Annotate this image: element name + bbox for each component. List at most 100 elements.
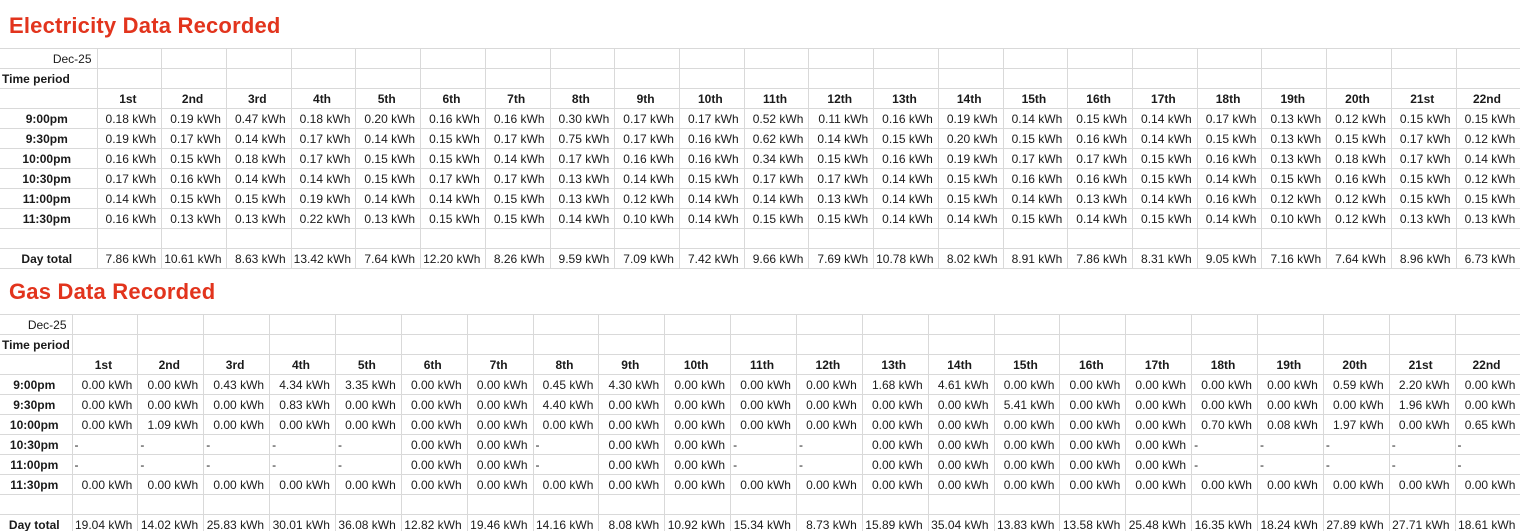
value-cell[interactable]: 0.14 kWh: [1456, 148, 1520, 169]
value-cell[interactable]: 0.13 kWh: [1067, 188, 1133, 209]
value-cell[interactable]: 0.00 kWh: [467, 374, 534, 395]
empty-cell[interactable]: [598, 494, 666, 515]
value-cell[interactable]: 0.14 kWh: [420, 188, 486, 209]
empty-cell[interactable]: [401, 334, 468, 355]
value-cell[interactable]: 0.14 kWh: [873, 208, 939, 229]
day-header-cell[interactable]: 20th: [1326, 88, 1392, 109]
value-cell[interactable]: 0.17 kWh: [1391, 128, 1457, 149]
empty-cell[interactable]: [994, 334, 1061, 355]
value-cell[interactable]: 0.00 kWh: [928, 474, 995, 495]
value-cell[interactable]: 1.97 kWh: [1323, 414, 1390, 435]
empty-cell[interactable]: [873, 228, 939, 249]
value-cell[interactable]: 0.00 kWh: [1059, 454, 1127, 475]
empty-cell[interactable]: [1191, 334, 1258, 355]
empty-cell[interactable]: [291, 68, 357, 89]
day-total-cell[interactable]: 8.73 kWh: [796, 514, 863, 531]
empty-cell[interactable]: [1059, 494, 1127, 515]
day-header-cell[interactable]: 12th: [796, 354, 863, 375]
value-cell[interactable]: 0.00 kWh: [664, 454, 732, 475]
day-header-cell[interactable]: 5th: [335, 354, 402, 375]
empty-cell[interactable]: [1067, 228, 1133, 249]
value-cell[interactable]: 0.00 kWh: [1257, 474, 1324, 495]
day-total-cell[interactable]: 8.31 kWh: [1132, 248, 1198, 269]
empty-cell[interactable]: [269, 334, 336, 355]
value-cell[interactable]: 0.16 kWh: [161, 168, 227, 189]
value-cell[interactable]: 0.15 kWh: [808, 148, 875, 169]
day-total-cell[interactable]: 27.71 kWh: [1389, 514, 1456, 531]
value-cell[interactable]: 0.16 kWh: [1067, 168, 1133, 189]
value-cell[interactable]: -: [335, 454, 402, 475]
empty-cell[interactable]: [808, 228, 875, 249]
empty-cell[interactable]: [1326, 48, 1392, 69]
empty-cell[interactable]: [226, 228, 292, 249]
day-header-cell[interactable]: 15th: [994, 354, 1061, 375]
day-total-cell[interactable]: 10.92 kWh: [664, 514, 732, 531]
value-cell[interactable]: 0.14 kWh: [1197, 208, 1263, 229]
value-cell[interactable]: 0.00 kWh: [928, 454, 995, 475]
day-total-cell[interactable]: 8.63 kWh: [226, 248, 292, 269]
day-total-cell[interactable]: 36.08 kWh: [335, 514, 402, 531]
day-total-cell[interactable]: 25.83 kWh: [203, 514, 271, 531]
value-cell[interactable]: 0.14 kWh: [873, 188, 939, 209]
value-cell[interactable]: 0.13 kWh: [1456, 208, 1520, 229]
time-cell[interactable]: 11:30pm: [0, 474, 73, 495]
value-cell[interactable]: 0.00 kWh: [137, 374, 205, 395]
value-cell[interactable]: -: [796, 434, 863, 455]
value-cell[interactable]: 0.00 kWh: [1059, 474, 1127, 495]
value-cell[interactable]: 0.15 kWh: [1003, 128, 1069, 149]
day-total-cell[interactable]: 7.64 kWh: [355, 248, 422, 269]
day-header-cell[interactable]: 14th: [938, 88, 1004, 109]
day-header-cell[interactable]: 13th: [862, 354, 929, 375]
value-cell[interactable]: 0.15 kWh: [355, 148, 422, 169]
value-cell[interactable]: -: [1191, 434, 1258, 455]
value-cell[interactable]: 0.00 kWh: [335, 394, 402, 415]
value-cell[interactable]: 0.10 kWh: [614, 208, 680, 229]
empty-cell[interactable]: [0, 354, 73, 375]
value-cell[interactable]: 0.14 kWh: [1003, 188, 1069, 209]
value-cell[interactable]: 4.61 kWh: [928, 374, 995, 395]
value-cell[interactable]: 0.00 kWh: [730, 414, 797, 435]
empty-cell[interactable]: [533, 334, 600, 355]
value-cell[interactable]: 0.14 kWh: [679, 208, 745, 229]
empty-cell[interactable]: [1197, 68, 1263, 89]
value-cell[interactable]: -: [203, 454, 271, 475]
value-cell[interactable]: 0.22 kWh: [291, 208, 357, 229]
empty-cell[interactable]: [730, 334, 797, 355]
value-cell[interactable]: 0.00 kWh: [664, 394, 732, 415]
empty-cell[interactable]: [614, 228, 680, 249]
value-cell[interactable]: 0.14 kWh: [679, 188, 745, 209]
empty-cell[interactable]: [862, 494, 929, 515]
empty-cell[interactable]: [1389, 494, 1456, 515]
value-cell[interactable]: 0.00 kWh: [1191, 474, 1258, 495]
value-cell[interactable]: 0.00 kWh: [1191, 394, 1258, 415]
value-cell[interactable]: 0.00 kWh: [269, 414, 336, 435]
day-header-cell[interactable]: 18th: [1197, 88, 1263, 109]
value-cell[interactable]: 4.40 kWh: [533, 394, 600, 415]
value-cell[interactable]: 0.14 kWh: [355, 128, 422, 149]
empty-cell[interactable]: [137, 494, 205, 515]
value-cell[interactable]: -: [335, 434, 402, 455]
empty-cell[interactable]: [0, 88, 98, 109]
value-cell[interactable]: 0.16 kWh: [420, 108, 486, 129]
value-cell[interactable]: 1.09 kWh: [137, 414, 205, 435]
empty-cell[interactable]: [97, 68, 163, 89]
value-cell[interactable]: 0.12 kWh: [614, 188, 680, 209]
value-cell[interactable]: 0.17 kWh: [485, 128, 551, 149]
day-header-cell[interactable]: 21st: [1391, 88, 1457, 109]
value-cell[interactable]: 0.15 kWh: [679, 168, 745, 189]
value-cell[interactable]: 0.17 kWh: [1391, 148, 1457, 169]
value-cell[interactable]: 0.00 kWh: [862, 394, 929, 415]
day-total-cell[interactable]: 9.59 kWh: [550, 248, 616, 269]
value-cell[interactable]: 0.13 kWh: [808, 188, 875, 209]
time-cell[interactable]: 10:30pm: [0, 168, 98, 189]
value-cell[interactable]: 0.15 kWh: [744, 208, 810, 229]
value-cell[interactable]: 1.68 kWh: [862, 374, 929, 395]
day-total-cell[interactable]: 8.08 kWh: [598, 514, 666, 531]
value-cell[interactable]: 0.00 kWh: [1455, 474, 1520, 495]
empty-cell[interactable]: [291, 48, 357, 69]
value-cell[interactable]: 0.14 kWh: [291, 168, 357, 189]
value-cell[interactable]: 0.13 kWh: [161, 208, 227, 229]
time-period-label-cell[interactable]: Time period: [0, 68, 98, 89]
empty-cell[interactable]: [598, 314, 666, 335]
empty-cell[interactable]: [72, 334, 139, 355]
